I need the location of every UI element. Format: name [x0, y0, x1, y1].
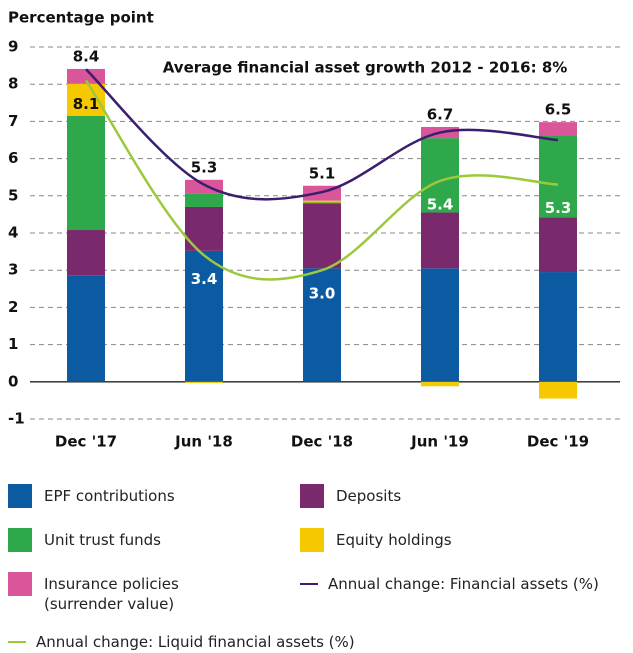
legend-swatch	[300, 484, 324, 508]
line	[84, 79, 559, 281]
y-tick-label: 9	[8, 38, 18, 56]
legend-swatch	[8, 572, 32, 596]
y-tick-label: 6	[8, 149, 18, 167]
bar-segment	[185, 193, 223, 207]
bar-segment	[421, 212, 459, 269]
legend-swatch	[8, 484, 32, 508]
legend-label: Annual change: Financial assets (%)	[328, 575, 599, 593]
y-tick-label: 5	[8, 186, 18, 204]
bar-segment	[539, 122, 577, 136]
bar-segment	[539, 217, 577, 273]
data-label: 3.4	[191, 270, 218, 288]
y-tick-label: 1	[8, 335, 18, 353]
bar-segment	[539, 272, 577, 382]
legend-swatch	[300, 528, 324, 552]
data-label: 8.4	[73, 47, 100, 65]
legend-label: Annual change: Liquid financial assets (…	[36, 633, 355, 651]
data-label: 3.0	[309, 285, 336, 303]
data-label: 5.1	[309, 164, 336, 182]
y-tick-label: 4	[8, 224, 18, 242]
y-tick-label: -1	[8, 410, 25, 428]
x-tick-label: Dec '19	[527, 433, 589, 451]
x-tick-label: Dec '18	[291, 433, 353, 451]
bar-segment	[539, 135, 577, 218]
legend-item: Insurance policies (surrender value)	[8, 572, 228, 614]
y-axis-label: Percentage point	[8, 9, 154, 27]
bar-segment	[67, 115, 105, 231]
bar-segment	[421, 268, 459, 382]
legend-item: EPF contributions	[8, 484, 175, 508]
bar-segment	[421, 138, 459, 213]
legend-item: Annual change: Financial assets (%)	[300, 572, 599, 594]
data-label: 6.7	[427, 105, 454, 123]
legend-swatch	[8, 528, 32, 552]
legend-item: Unit trust funds	[8, 528, 161, 552]
bar-segment	[303, 200, 341, 203]
legend-label: EPF contributions	[44, 487, 175, 505]
x-tick-label: Jun '19	[410, 433, 469, 451]
data-label: 5.4	[427, 195, 454, 213]
bar-segment	[303, 203, 341, 269]
y-tick-label: 0	[8, 372, 18, 390]
legend-swatch	[8, 641, 26, 643]
annotation: Average financial asset growth 2012 - 20…	[163, 59, 568, 77]
bar-segment	[67, 230, 105, 276]
legend-label: Insurance policies (surrender value)	[44, 575, 179, 613]
bar-segment	[303, 202, 341, 204]
bar-segment	[539, 381, 577, 399]
bar-segment	[67, 275, 105, 382]
legend-item: Deposits	[300, 484, 401, 508]
y-tick-label: 7	[8, 112, 18, 130]
bar-segment	[303, 268, 341, 382]
y-tick-label: 3	[8, 261, 18, 279]
line	[85, 68, 559, 201]
chart: Percentage point Average financial asset…	[8, 9, 620, 451]
legend-item: Annual change: Liquid financial assets (…	[8, 630, 355, 652]
legend-swatch	[300, 583, 318, 585]
legend-label: Deposits	[336, 487, 402, 505]
legend-label: Unit trust funds	[44, 531, 161, 549]
legend-item: Equity holdings	[300, 528, 452, 552]
data-label: 8.1	[73, 95, 100, 113]
bar-segment	[185, 381, 223, 383]
bar-segment	[185, 250, 223, 382]
x-tick-label: Jun '18	[174, 433, 233, 451]
data-label: 5.3	[191, 158, 218, 176]
x-tick-label: Dec '17	[55, 433, 117, 451]
data-label: 6.5	[545, 101, 572, 119]
y-tick-label: 2	[8, 298, 18, 316]
data-label: 5.3	[545, 199, 572, 217]
y-tick-label: 8	[8, 75, 18, 93]
bar-segment	[421, 381, 459, 387]
legend-label: Equity holdings	[336, 531, 452, 549]
